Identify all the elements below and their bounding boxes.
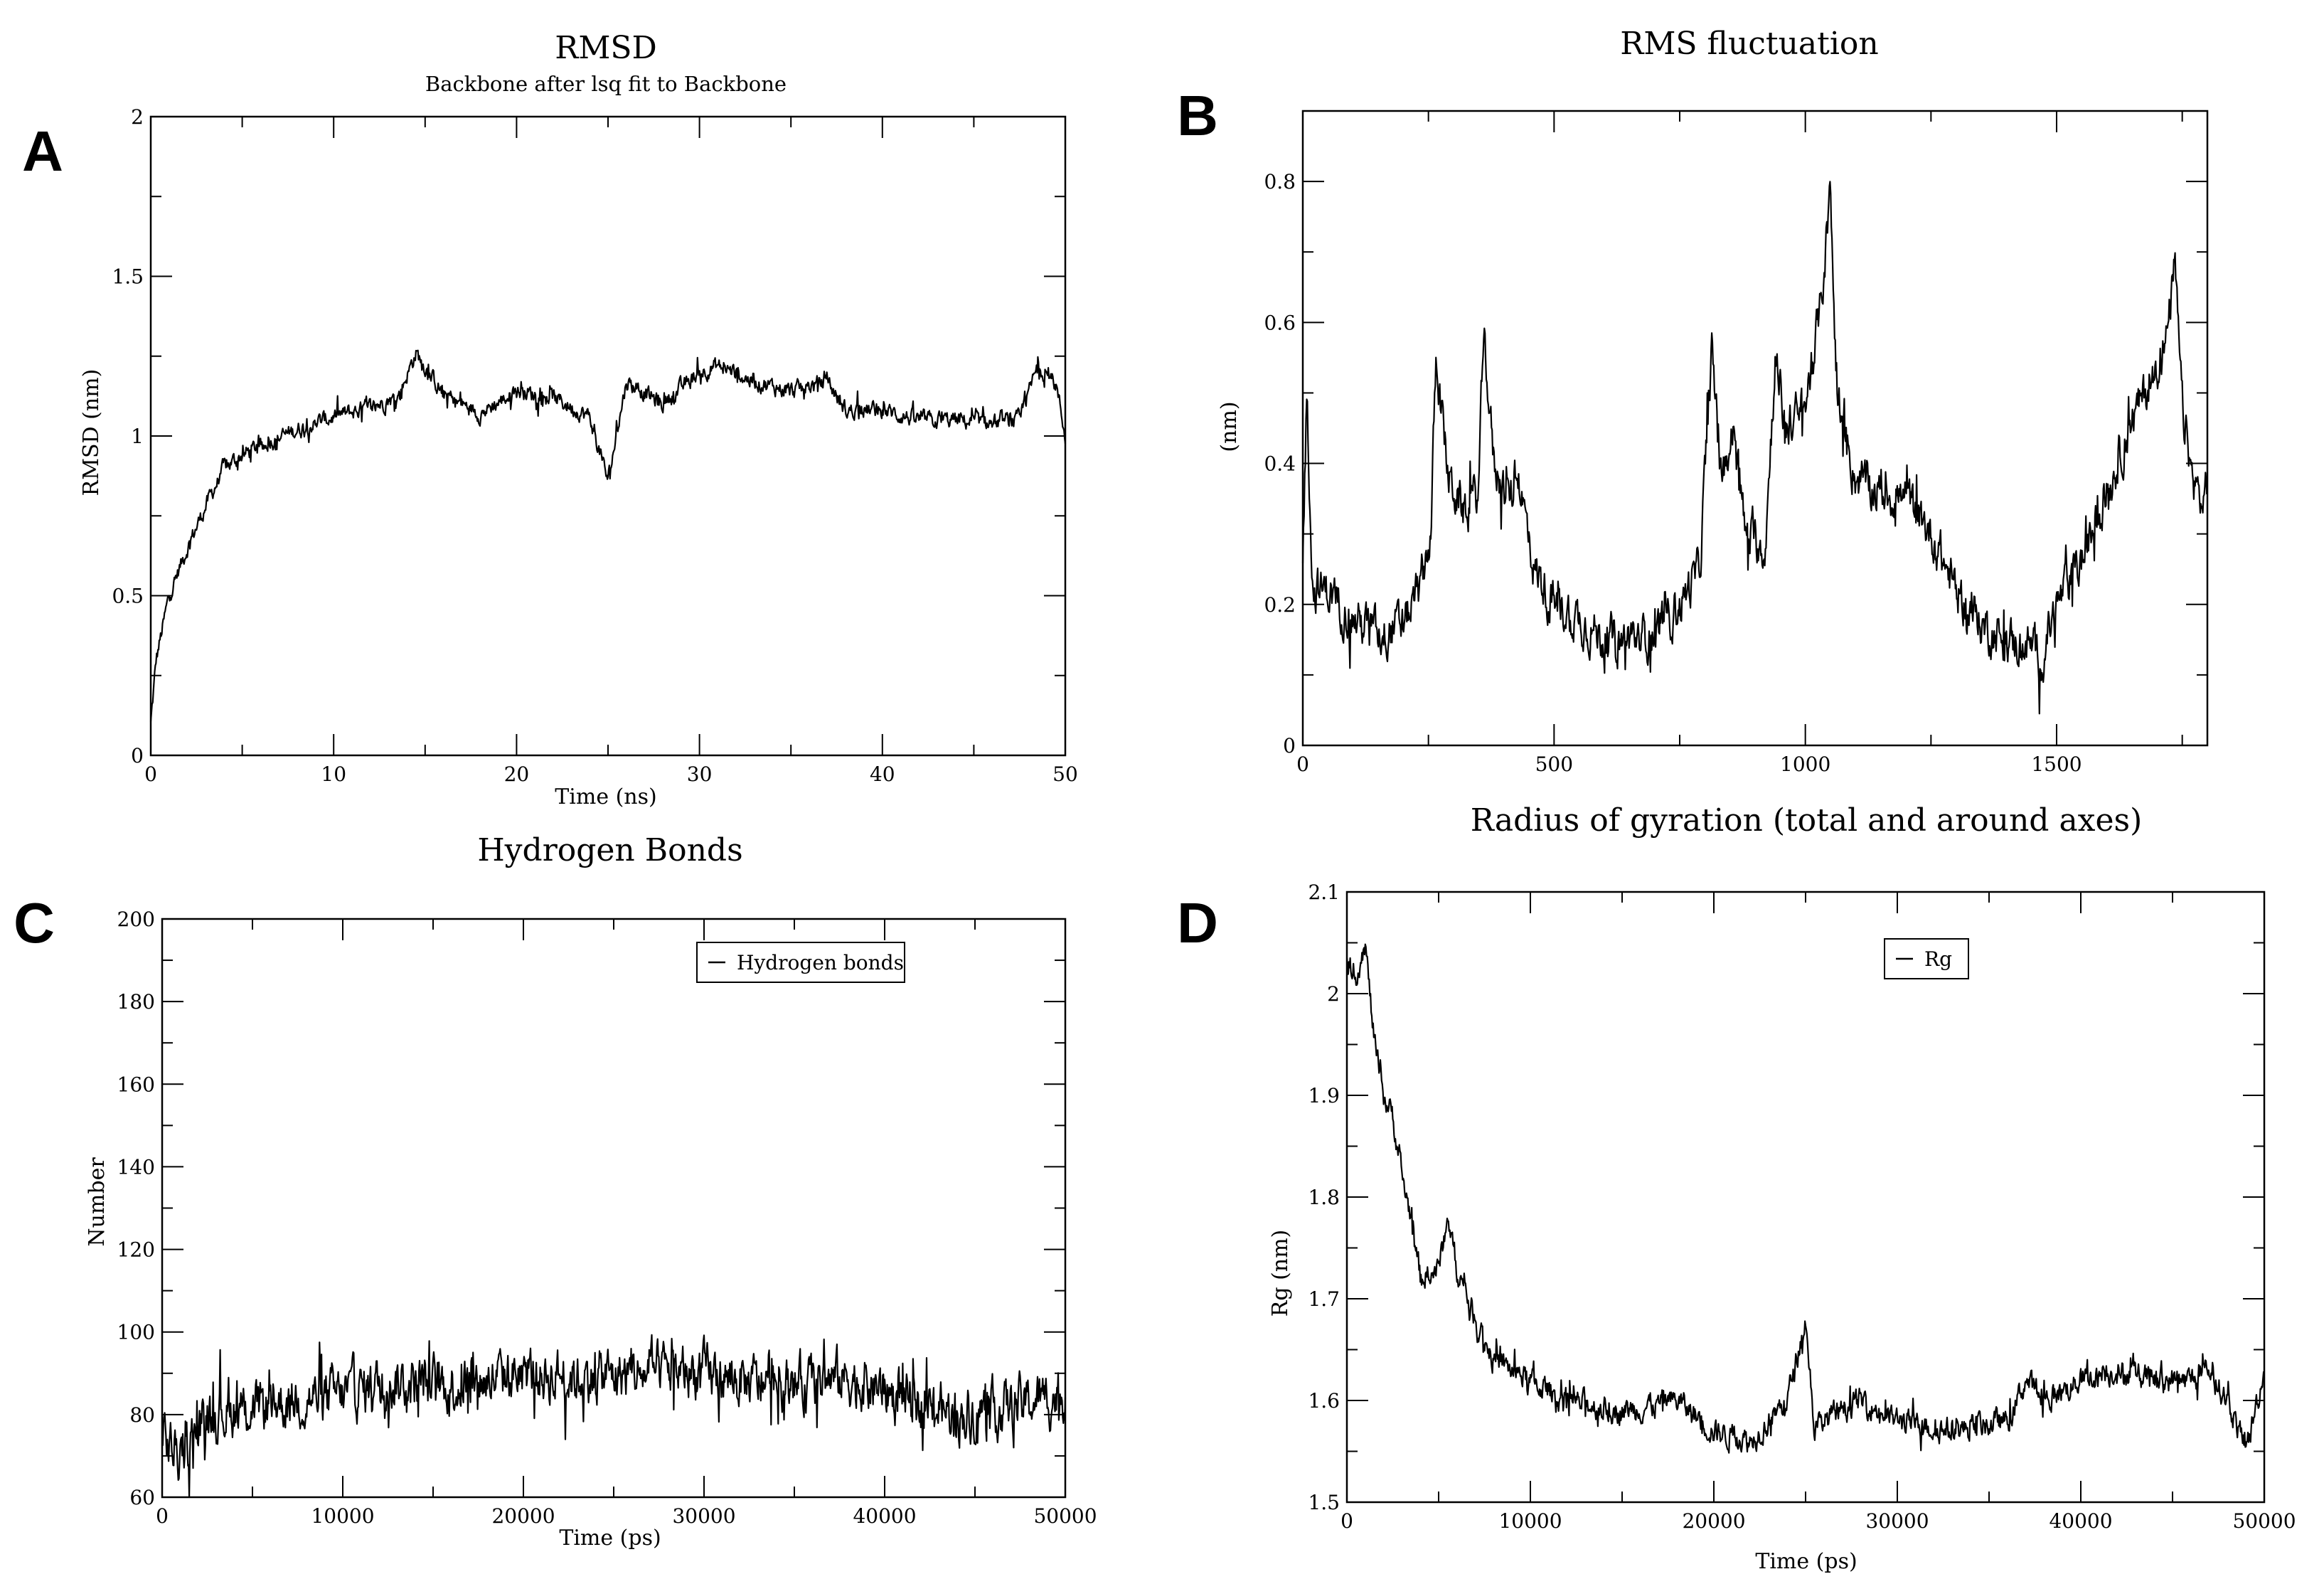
panel-label-c: C [14,891,55,955]
x-tick-label: 20000 [1682,1509,1745,1533]
chart-subtitle: Backbone after lsq fit to Backbone [425,72,787,96]
x-tick-label: 1000 [1780,753,1830,776]
plot-area-d: 0 10000 20000 30000 40000 50000 1.5 1.6 1.7 1.8 1.… [1308,881,2296,1533]
y-tick-label: 1.8 [1308,1186,1340,1209]
x-tick-label: 40000 [853,1504,916,1528]
y-tick-label: 180 [117,990,155,1014]
plot-frame [1301,110,2209,747]
x-tick-label: 30000 [1865,1509,1929,1533]
y-tick-label: 1.9 [1308,1084,1340,1107]
y-tick-label: 160 [117,1073,155,1096]
y-tick-label: 100 [117,1321,155,1344]
y-tick-label: 120 [117,1238,155,1262]
x-tick-label: 30000 [672,1504,735,1528]
y-tick-label: 200 [117,908,155,931]
y-axis-label: Number [85,1157,110,1247]
y-tick-label: 0.6 [1264,311,1296,334]
plot-area-b: 0 500 1000 1500 0 0.2 0.4 0.6 0.8 [1264,110,2209,776]
x-tick-label: 0 [156,1504,169,1528]
series-line [161,1334,1067,1499]
y-axis-label: Rg (nm) [1268,1230,1293,1317]
chart-title: Hydrogen Bonds [477,832,742,868]
series-line [149,349,1067,722]
y-tick-label: 0.5 [112,585,144,608]
y-tick-label: 2 [131,105,144,129]
legend-box [696,942,905,983]
y-tick-label: 0 [1283,734,1296,757]
x-tick-label: 50 [1052,762,1078,786]
x-tick-label: 500 [1535,753,1573,776]
y-tick-label: 1.7 [1308,1287,1340,1311]
panel-b: B RMS fluctuation 0 500 1000 1500 0 0.2 0.4 0.6… [1177,26,2209,776]
chart-title: RMS fluctuation [1620,26,1878,62]
y-tick-label: 2 [1327,982,1340,1006]
y-axis-label: (nm) [1217,401,1242,452]
y-tick-label: 0 [131,744,144,767]
x-tick-label: 50000 [2232,1509,2296,1533]
x-tick-label: 1500 [2031,753,2082,776]
y-tick-label: 60 [129,1486,155,1509]
x-tick-label: 10000 [1498,1509,1562,1533]
y-tick-label: 0.2 [1264,593,1296,617]
x-tick-label: 10000 [311,1504,374,1528]
y-tick-label: 1 [131,425,144,448]
y-tick-label: 80 [129,1403,155,1427]
chart-title: Radius of gyration (total and around axe… [1471,802,2143,839]
x-tick-label: 0 [1296,753,1309,776]
panel-label-b: B [1177,84,1218,147]
panel-c: C Hydrogen Bonds 0 10000 20000 30000 40000 50… [14,832,1097,1551]
panel-a: A RMSD Backbone after lsq fit to Backbon… [22,30,1078,809]
y-tick-label: 0.8 [1264,170,1296,193]
plot-area-a: 0 10 20 30 40 50 0 0.5 1 1.5 2 [112,105,1077,786]
x-axis-label: Time (ns) [555,785,656,809]
y-tick-label: 1.5 [112,265,144,289]
y-tick-label: 1.5 [1308,1491,1340,1514]
y-tick-label: 0.4 [1264,452,1296,476]
x-tick-label: 50000 [1033,1504,1097,1528]
legend-label: Rg [1924,947,1952,971]
legend-label: Hydrogen bonds [737,951,904,974]
panel-label-d: D [1177,891,1218,955]
plot-area-c: 0 10000 20000 30000 40000 50000 60 80 100 120 140 1… [117,908,1097,1528]
x-tick-label: 10 [321,762,346,786]
x-tick-label: 20 [504,762,530,786]
x-tick-label: 20000 [491,1504,555,1528]
panel-d: D Radius of gyration (total and around a… [1177,802,2296,1574]
y-tick-label: 140 [117,1155,155,1179]
y-tick-label: 2.1 [1308,881,1340,904]
x-tick-label: 0 [1340,1509,1353,1533]
x-tick-label: 30 [687,762,713,786]
chart-title: RMSD [555,30,657,66]
series-line [1345,943,2266,1454]
x-axis-label: Time (ps) [559,1526,661,1551]
y-tick-label: 1.6 [1308,1389,1340,1413]
y-axis-label: RMSD (nm) [79,369,104,496]
panel-label-a: A [22,119,63,183]
series-line [1301,181,2209,715]
x-tick-label: 0 [144,762,157,786]
x-tick-label: 40000 [2049,1509,2112,1533]
x-axis-label: Time (ps) [1755,1549,1857,1574]
x-tick-label: 40 [870,762,895,786]
